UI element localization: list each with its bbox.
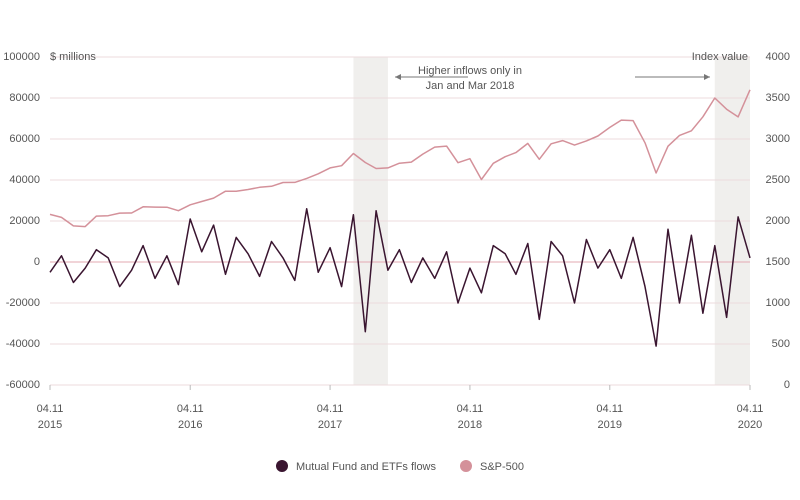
y-tick-label: 0	[34, 256, 40, 268]
y2-tick-label: 3000	[766, 133, 790, 145]
annotation: Higher inflows only in Jan and Mar 2018	[418, 65, 522, 92]
y-tick-label: 20000	[9, 215, 40, 227]
legend-swatch	[460, 460, 472, 472]
y-tick-label: 40000	[9, 174, 40, 186]
y2-axis-label: Index value	[692, 51, 748, 63]
y-tick-label: -60000	[6, 379, 40, 391]
y2-tick-label: 2000	[766, 215, 790, 227]
legend-label: S&P-500	[480, 461, 524, 473]
y-tick-label: -40000	[6, 338, 40, 350]
arrow-head	[704, 74, 710, 80]
x-tick-label: 04.11 2016	[176, 403, 204, 431]
y-tick-label: 80000	[9, 92, 40, 104]
arrow-head	[395, 74, 401, 80]
series-line	[49, 207, 751, 347]
y2-tick-label: 1500	[766, 256, 790, 268]
y-tick-label: 100000	[3, 51, 40, 63]
legend-swatch	[276, 460, 288, 472]
x-tick-label: 04.11 2018	[456, 403, 484, 431]
y2-tick-label: 1000	[766, 297, 790, 309]
x-tick-label: 04.11 2019	[596, 403, 624, 431]
y-tick-label: -20000	[6, 297, 40, 309]
y2-tick-label: 0	[784, 379, 790, 391]
y2-tick-label: 500	[772, 338, 790, 350]
y2-tick-label: 4000	[766, 51, 790, 63]
x-tick-label: 04.11 2017	[316, 403, 344, 431]
y2-tick-label: 3500	[766, 92, 790, 104]
y-axis-label: $ millions	[50, 51, 96, 63]
y-tick-label: 60000	[9, 133, 40, 145]
x-tick-label: 04.11 2015	[36, 403, 64, 431]
series-line	[49, 89, 751, 228]
legend-label: Mutual Fund and ETFs flows	[296, 461, 437, 473]
y2-tick-label: 2500	[766, 174, 790, 186]
x-tick-label: 04.11 2020	[736, 403, 764, 431]
